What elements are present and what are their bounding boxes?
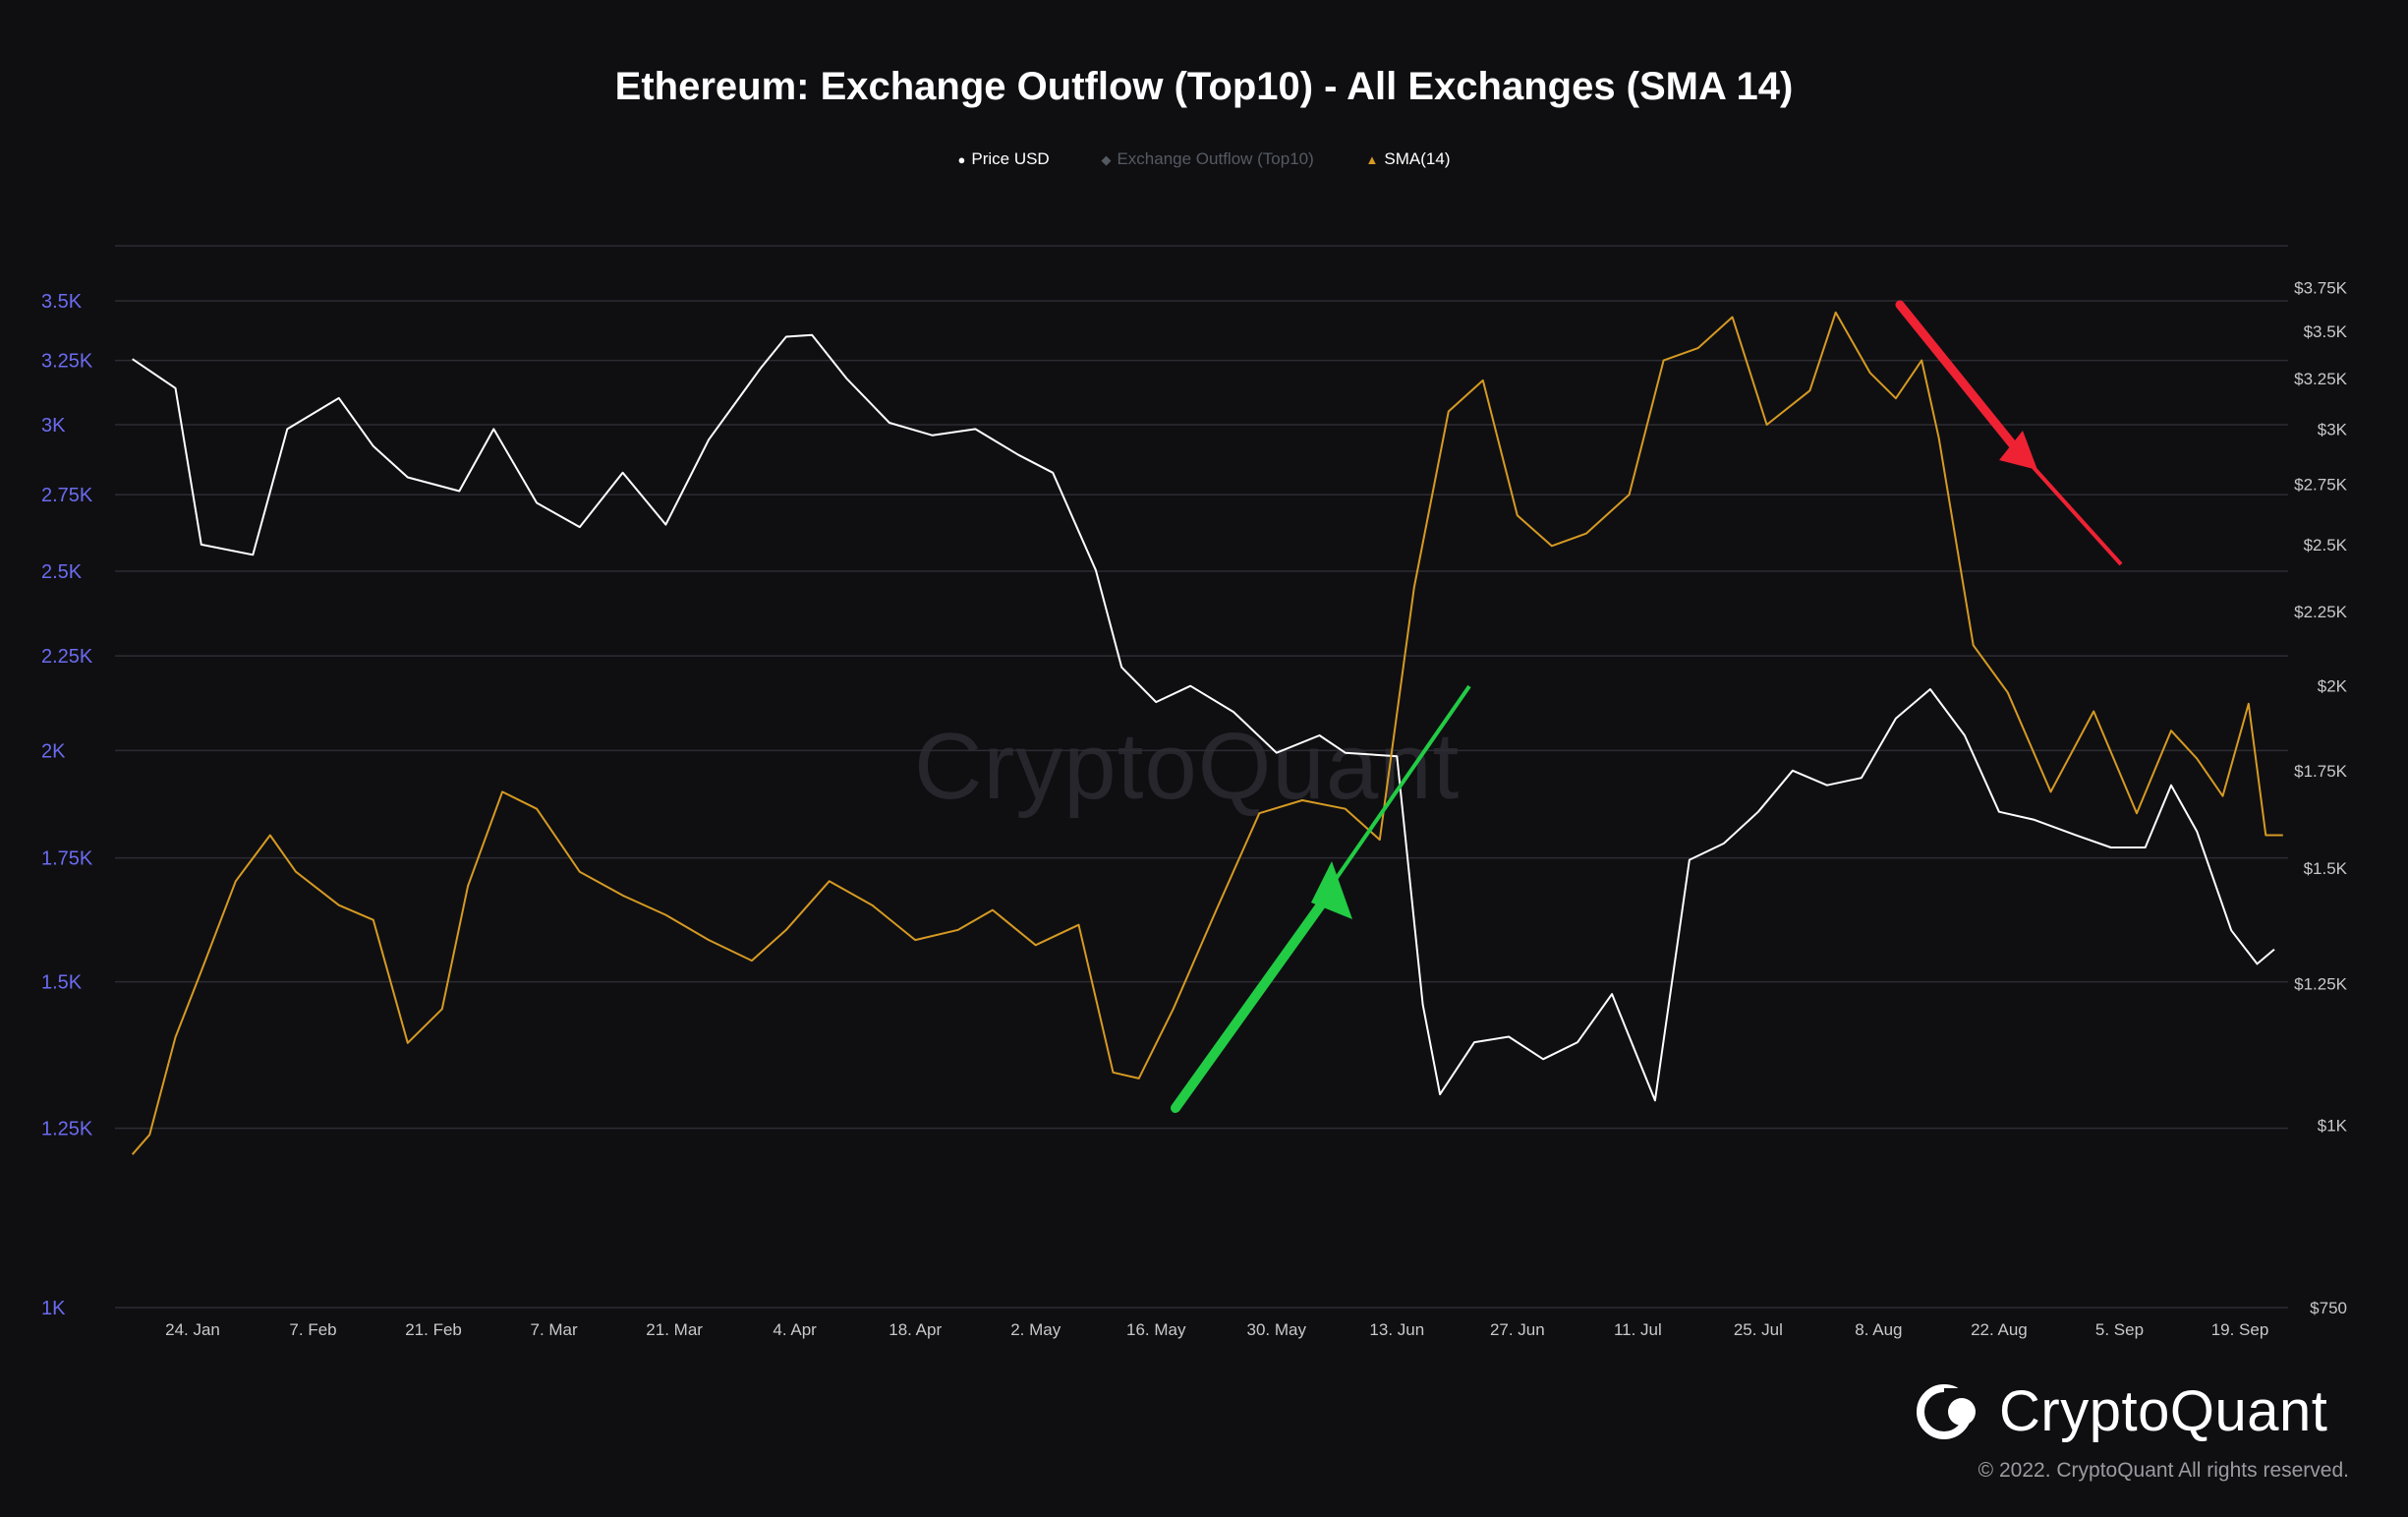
x-tick-label: 19. Sep — [2211, 1320, 2269, 1339]
annotation-arrow-down-tail — [2018, 450, 2123, 566]
x-tick-label: 7. Feb — [289, 1320, 336, 1339]
x-tick-label: 7. Mar — [530, 1320, 578, 1339]
y-left-tick-label: 2.75K — [41, 485, 93, 506]
y-right-tick-label: $2K — [2318, 677, 2348, 696]
x-tick-label: 21. Feb — [405, 1320, 462, 1339]
legend-sma-label: SMA(14) — [1384, 149, 1451, 168]
y-left-tick-label: 3.5K — [41, 291, 83, 313]
legend-item-sma[interactable]: ▲ SMA(14) — [1366, 149, 1451, 169]
y-right-tick-label: $3.25K — [2294, 370, 2348, 388]
annotation-arrow-up-tail — [1330, 684, 1471, 887]
x-tick-label: 18. Apr — [889, 1320, 942, 1339]
y-left-tick-label: 1.5K — [41, 972, 83, 994]
y-right-tick-label: $1.25K — [2294, 975, 2348, 994]
x-tick-label: 22. Aug — [1971, 1320, 2028, 1339]
y-left-tick-label: 3.25K — [41, 351, 93, 373]
legend-outflow-symbol: ◆ — [1101, 152, 1112, 167]
y-left-tick-label: 3K — [41, 415, 66, 437]
x-tick-label: 4. Apr — [773, 1320, 817, 1339]
copyright: © 2022. CryptoQuant All rights reserved. — [1978, 1459, 2349, 1482]
brand-logo: CryptoQuant — [1917, 1378, 2327, 1444]
brand-name: CryptoQuant — [1999, 1379, 2328, 1443]
legend-price-label: Price USD — [971, 149, 1050, 168]
y-left-tick-label: 2.25K — [41, 646, 93, 668]
annotation-arrow-up-head — [1311, 861, 1352, 919]
y-right-tick-label: $2.25K — [2294, 603, 2348, 621]
x-tick-label: 30. May — [1247, 1320, 1307, 1339]
y-left-tick-label: 2K — [41, 740, 66, 762]
y-right-tick-label: $3.5K — [2304, 322, 2348, 341]
y-left-tick-label: 2.5K — [41, 561, 83, 583]
y-right-tick-label: $1K — [2318, 1117, 2348, 1136]
x-tick-label: 5. Sep — [2095, 1320, 2144, 1339]
series-line-sma — [131, 311, 2283, 1155]
annotation-arrow-down — [1895, 300, 2020, 452]
y-right-tick-label: $3K — [2318, 420, 2348, 438]
series-line-price — [132, 333, 2275, 1102]
y-right-tick-label: $1.75K — [2294, 762, 2348, 781]
x-tick-label: 11. Jul — [1614, 1320, 1662, 1339]
watermark: CryptoQuant — [914, 714, 1461, 819]
legend: ● Price USD ◆ Exchange Outflow (Top10) ▲ SM… — [0, 149, 2408, 169]
x-tick-label: 27. Jun — [1490, 1320, 1545, 1339]
x-tick-label: 21. Mar — [646, 1320, 703, 1339]
y-right-tick-label: $2.5K — [2304, 536, 2348, 554]
x-tick-label: 8. Aug — [1855, 1320, 1902, 1339]
legend-price-symbol: ● — [957, 152, 966, 167]
legend-sma-symbol: ▲ — [1365, 152, 1379, 167]
y-left-tick-label: 1K — [41, 1298, 66, 1319]
y-right-tick-label: $750 — [2310, 1299, 2347, 1317]
cryptoquant-logo-icon — [1917, 1383, 1976, 1439]
legend-item-price[interactable]: ● Price USD — [958, 149, 1050, 169]
y-right-tick-label: $1.5K — [2304, 859, 2348, 878]
legend-outflow-label: Exchange Outflow (Top10) — [1117, 149, 1314, 168]
y-left-tick-label: 1.75K — [41, 848, 93, 870]
x-tick-label: 2. May — [1010, 1320, 1061, 1339]
annotation-arrow-up — [1171, 885, 1337, 1113]
chart-title: Ethereum: Exchange Outflow (Top10) - All… — [614, 65, 1794, 108]
y-left-tick-label: 1.25K — [41, 1119, 93, 1140]
x-tick-label: 24. Jan — [165, 1320, 220, 1339]
legend-item-exchange-outflow[interactable]: ◆ Exchange Outflow (Top10) — [1101, 149, 1313, 169]
y-right-tick-label: $3.75K — [2294, 279, 2348, 298]
y-right-tick-label: $2.75K — [2294, 475, 2348, 494]
x-tick-label: 13. Jun — [1369, 1320, 1424, 1339]
x-tick-label: 16. May — [1126, 1320, 1186, 1339]
x-tick-label: 25. Jul — [1734, 1320, 1783, 1339]
